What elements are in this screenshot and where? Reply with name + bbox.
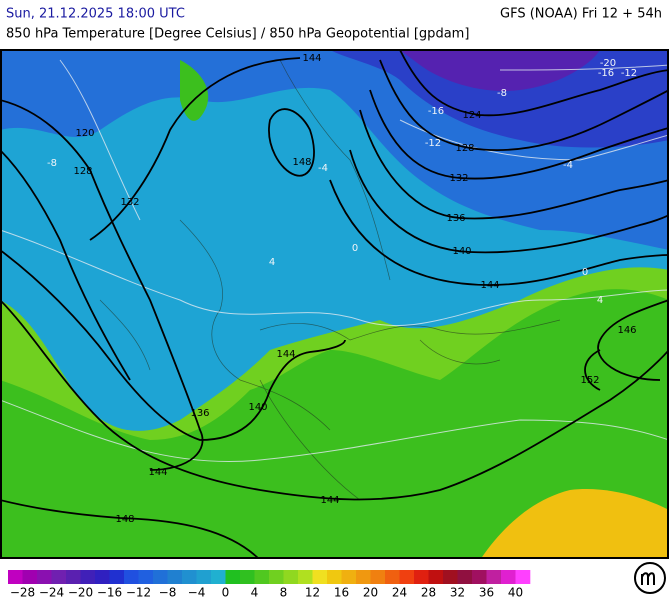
date-label: Sun, 21.12.2025 18:00 UTC (6, 7, 185, 22)
temperature-label: -20 (600, 58, 616, 69)
subtitle: 850 hPa Temperature [Degree Celsius] / 8… (6, 27, 469, 42)
color-swatch (254, 570, 270, 584)
scale-label: −8 (159, 586, 177, 600)
geopotential-label: 146 (617, 325, 636, 336)
color-swatch (95, 570, 110, 584)
scale-label: 40 (508, 586, 523, 600)
geopotential-label: 120 (75, 128, 94, 139)
scale-label: 32 (450, 586, 465, 600)
color-swatch (312, 570, 328, 584)
color-swatch (486, 570, 502, 584)
geopotential-label: 148 (292, 157, 311, 168)
scale-label: 4 (251, 586, 259, 600)
temperature-label: 4 (269, 257, 275, 268)
temperature-label: 4 (597, 295, 603, 306)
scale-label: 12 (305, 586, 320, 600)
color-swatch (457, 570, 473, 584)
color-swatch (472, 570, 487, 584)
color-swatch (66, 570, 81, 584)
geopotential-label: 128 (73, 166, 92, 177)
color-swatch (37, 570, 52, 584)
temperature-label: -12 (621, 68, 637, 79)
color-swatch (385, 570, 400, 584)
color-scale: −28 −24 −20 −16 −12 −8 −4 0 4 8 12 16 20 24 28 32 36 40 (8, 570, 531, 600)
geopotential-label: 140 (248, 402, 267, 413)
color-swatch (298, 570, 313, 584)
geopotential-label: 144 (302, 53, 321, 64)
scale-label: 36 (479, 586, 494, 600)
color-swatch (443, 570, 458, 584)
temperature-label: -16 (428, 106, 444, 117)
map-frame (0, 49, 669, 559)
temperature-label: 0 (582, 267, 588, 278)
geopotential-label: 136 (446, 213, 465, 224)
scale-label: −16 (97, 586, 122, 600)
color-swatch (109, 570, 125, 584)
temperature-label: -4 (318, 163, 328, 174)
temperature-label: -8 (497, 88, 507, 99)
geopotential-label: 132 (120, 197, 139, 208)
scale-label: −4 (188, 586, 206, 600)
temperature-label: -12 (425, 138, 441, 149)
color-swatch (22, 570, 38, 584)
geopotential-label: 144 (480, 280, 499, 291)
color-swatch (196, 570, 212, 584)
color-swatch (327, 570, 342, 584)
geopotential-label: 128 (455, 143, 474, 154)
geopotential-label: 124 (462, 110, 481, 121)
geopotential-label: 152 (580, 375, 599, 386)
color-swatch (225, 570, 241, 584)
color-swatch (240, 570, 255, 584)
color-swatch (182, 570, 197, 584)
color-swatch (341, 570, 357, 584)
temperature-label: -16 (598, 68, 614, 79)
color-swatch (283, 570, 299, 584)
color-swatch (167, 570, 183, 584)
color-swatch (399, 570, 415, 584)
geopotential-label: 136 (190, 408, 209, 419)
scale-label: 24 (392, 586, 407, 600)
geopotential-label: 144 (276, 349, 295, 360)
color-swatch (515, 570, 531, 584)
color-swatch (153, 570, 168, 584)
color-swatch (414, 570, 429, 584)
map: 144 120 128 132 148 124 128 132 136 140 144 146 152 1… (0, 49, 669, 559)
scale-label: −12 (126, 586, 151, 600)
geopotential-label: 140 (452, 246, 471, 257)
color-swatch (211, 570, 226, 584)
hot-field (481, 489, 668, 558)
geopotential-label: 144 (148, 467, 167, 478)
scale-label: 28 (421, 586, 436, 600)
color-swatch (356, 570, 371, 584)
geopotential-label: 144 (320, 495, 339, 506)
color-swatch (80, 570, 96, 584)
color-swatch (501, 570, 516, 584)
scale-label: −20 (68, 586, 93, 600)
color-swatch (138, 570, 154, 584)
color-swatch (269, 570, 284, 584)
color-swatch (51, 570, 67, 584)
temperature-label: -8 (47, 158, 57, 169)
temperature-label: 0 (352, 243, 358, 254)
scale-label: −24 (39, 586, 64, 600)
scale-label: 8 (280, 586, 288, 600)
color-swatch (428, 570, 444, 584)
scale-label: 16 (334, 586, 349, 600)
geopotential-label: 132 (449, 173, 468, 184)
model-label: GFS (NOAA) Fri 12 + 54h (500, 7, 662, 22)
color-swatch (370, 570, 386, 584)
temperature-label: -4 (563, 160, 573, 171)
scale-label: 0 (222, 586, 230, 600)
scale-label: −28 (10, 586, 35, 600)
scale-label: 20 (363, 586, 378, 600)
logo (634, 562, 666, 594)
geopotential-label: 148 (115, 514, 134, 525)
color-swatch (124, 570, 139, 584)
color-swatch (8, 570, 23, 584)
